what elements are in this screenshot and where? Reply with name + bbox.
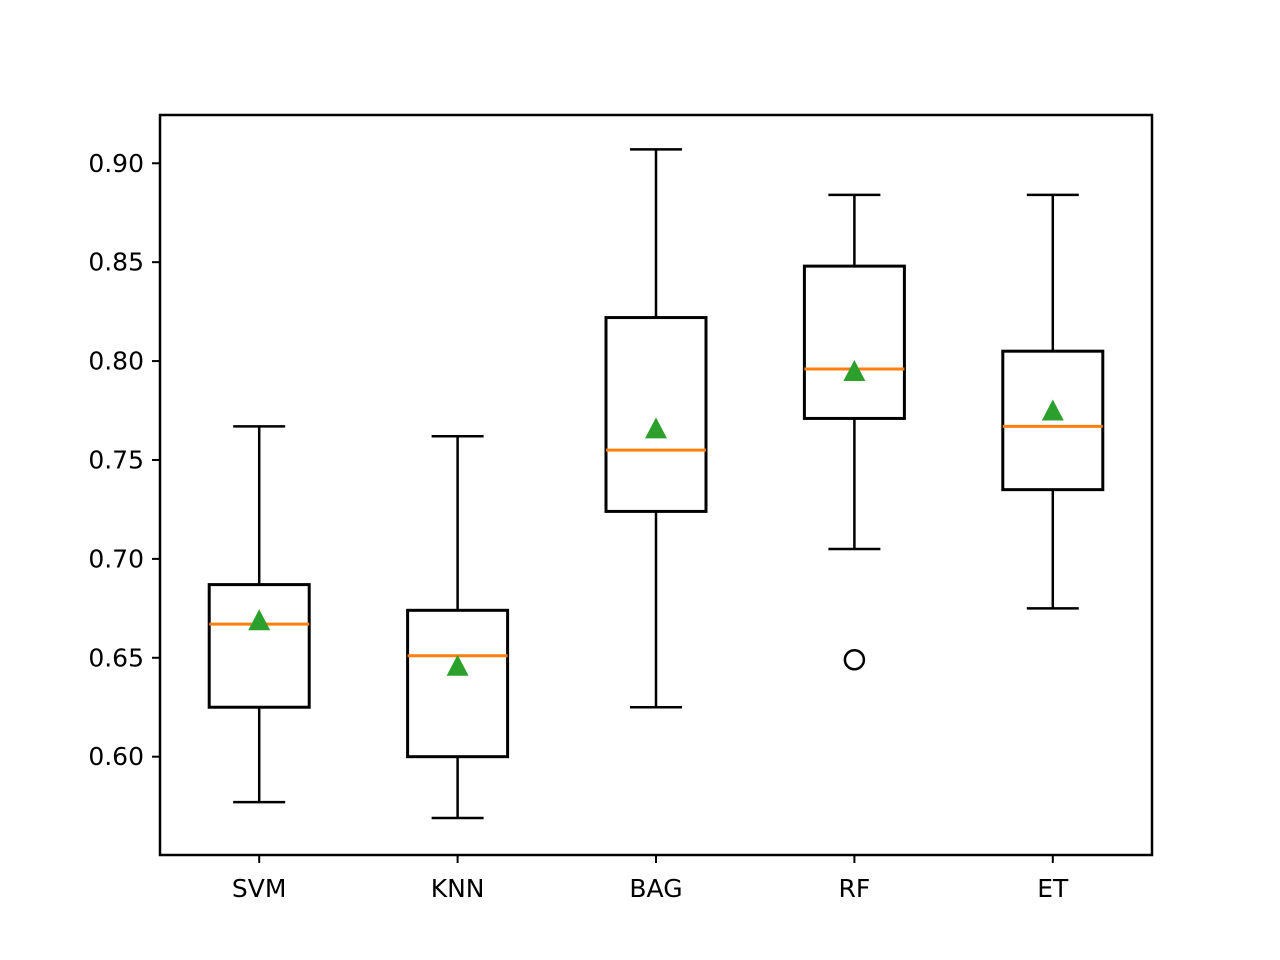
y-tick-label: 0.90: [88, 149, 144, 178]
mean-marker: [446, 654, 469, 676]
mean-marker: [843, 359, 866, 381]
plot-frame: [158, 113, 1154, 857]
mean-marker: [645, 417, 667, 439]
x-tick-label: KNN: [431, 874, 485, 903]
y-tick-label: 0.60: [88, 742, 144, 771]
y-tick-label: 0.85: [88, 248, 144, 277]
box-bag: [604, 316, 708, 513]
x-tick-label: SVM: [232, 874, 287, 903]
y-tick-label: 0.80: [88, 347, 144, 376]
mean-marker: [1041, 399, 1064, 421]
box-svm: [207, 583, 311, 709]
box-rf: [802, 264, 906, 420]
y-tick-label: 0.65: [88, 643, 144, 672]
outlier-point: [843, 649, 866, 671]
box-knn: [406, 608, 510, 759]
x-tick-label: ET: [1037, 874, 1069, 903]
mean-marker: [248, 609, 271, 631]
x-tick-label: BAG: [629, 874, 682, 903]
y-tick-label: 0.70: [88, 544, 144, 573]
x-tick-label: RF: [839, 874, 871, 903]
y-tick-label: 0.75: [88, 445, 144, 474]
